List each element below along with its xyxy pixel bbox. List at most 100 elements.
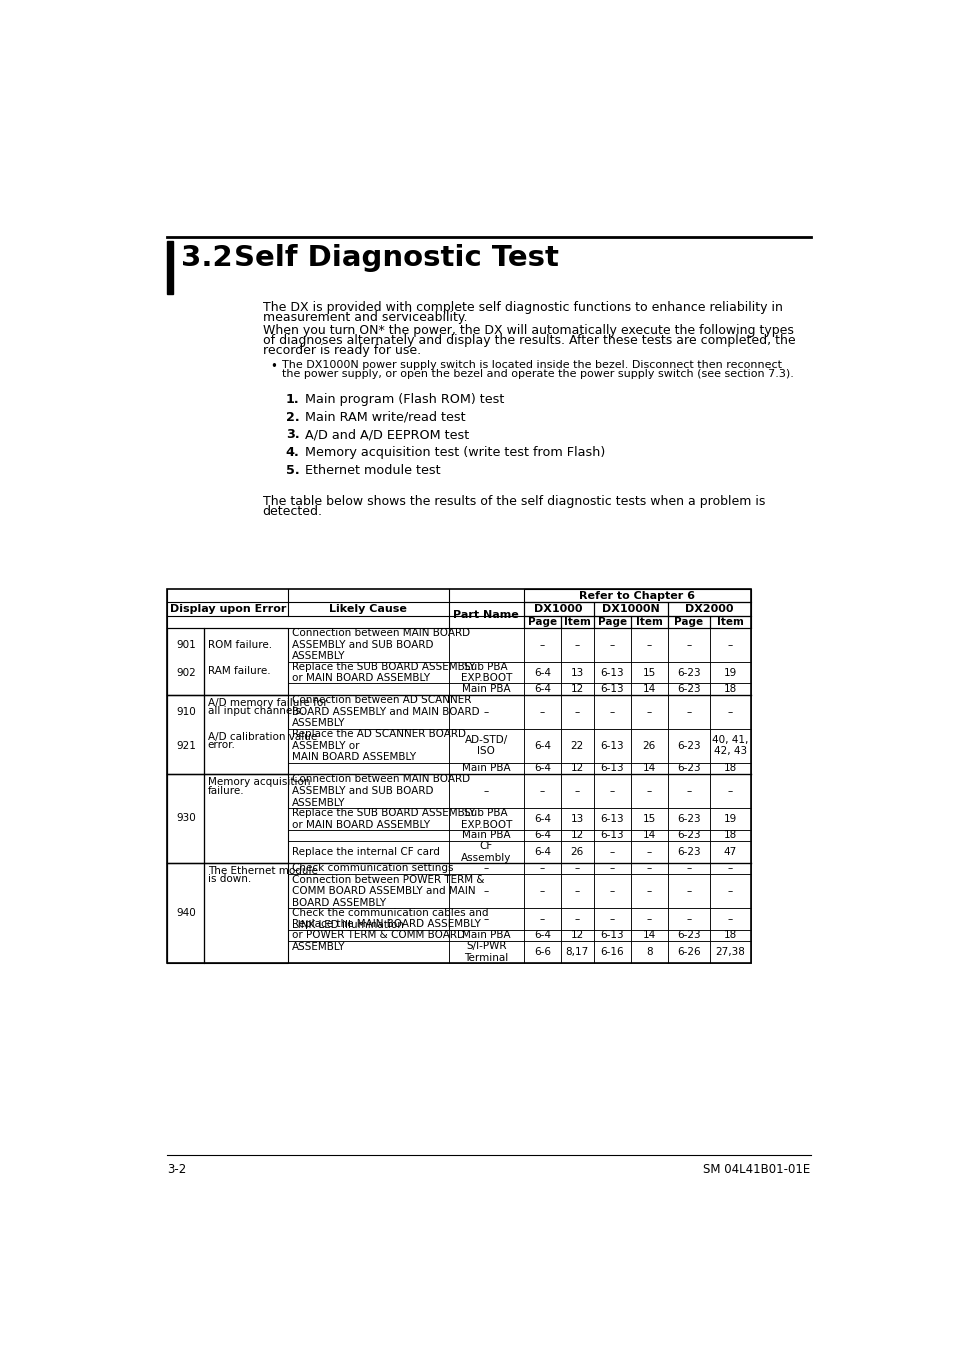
Text: –: – — [727, 640, 732, 649]
Text: 6-23: 6-23 — [677, 930, 700, 941]
Text: –: – — [609, 786, 614, 796]
Text: 6-23: 6-23 — [677, 684, 700, 694]
Bar — [709, 841, 750, 863]
Bar — [630, 841, 667, 863]
Text: –: – — [609, 914, 614, 923]
Text: all input channels.: all input channels. — [208, 706, 303, 717]
Bar — [630, 941, 667, 963]
Text: Page: Page — [674, 617, 702, 626]
Text: 3.: 3. — [286, 428, 299, 441]
Text: The DX1000N power supply switch is located inside the bezel. Disconnect then rec: The DX1000N power supply switch is locat… — [282, 360, 781, 370]
Bar — [448, 930, 523, 941]
Text: 6-13: 6-13 — [599, 684, 623, 694]
Text: 14: 14 — [642, 830, 656, 840]
Bar — [630, 763, 667, 774]
Text: The table below shows the results of the self diagnostic tests when a problem is: The table below shows the results of the… — [262, 494, 764, 508]
Text: Check the communication cables and
LINK LED illumination: Check the communication cables and LINK … — [292, 909, 488, 930]
Bar — [288, 763, 448, 774]
Text: –: – — [727, 864, 732, 873]
Text: of diagnoses alternately and display the results. After these tests are complete: of diagnoses alternately and display the… — [262, 333, 795, 347]
Text: CF
Assembly: CF Assembly — [460, 841, 511, 863]
Bar — [709, 628, 750, 662]
Bar — [560, 763, 593, 774]
Bar — [523, 695, 560, 729]
Text: 26: 26 — [570, 846, 583, 857]
Text: –: – — [539, 864, 544, 873]
Text: –: – — [685, 786, 691, 796]
Bar — [709, 941, 750, 963]
Bar — [593, 909, 630, 930]
Bar — [593, 628, 630, 662]
Text: 6-13: 6-13 — [599, 814, 623, 824]
Bar — [630, 695, 667, 729]
Text: 6-6: 6-6 — [534, 946, 550, 957]
Text: –: – — [609, 707, 614, 717]
Bar — [630, 830, 667, 841]
Text: Ethernet module test: Ethernet module test — [305, 464, 440, 477]
Text: –: – — [609, 864, 614, 873]
Text: 15: 15 — [642, 667, 656, 678]
Bar — [523, 941, 560, 963]
Text: Refer to Chapter 6: Refer to Chapter 6 — [578, 591, 695, 601]
Bar — [593, 729, 630, 763]
Bar — [667, 930, 709, 941]
Bar — [560, 830, 593, 841]
Text: 8: 8 — [645, 946, 652, 957]
Text: 5.: 5. — [286, 464, 299, 477]
Text: 6-4: 6-4 — [534, 846, 550, 857]
Bar — [667, 830, 709, 841]
Bar — [709, 695, 750, 729]
Bar — [667, 683, 709, 695]
Bar — [288, 809, 448, 830]
Text: SM 04L41B01-01E: SM 04L41B01-01E — [702, 1162, 810, 1176]
Text: 40, 41,
42, 43: 40, 41, 42, 43 — [711, 734, 748, 756]
Bar — [667, 602, 750, 616]
Bar — [448, 830, 523, 841]
Text: Display upon Error: Display upon Error — [170, 603, 286, 614]
Text: Connection between MAIN BOARD
ASSEMBLY and SUB BOARD
ASSEMBLY: Connection between MAIN BOARD ASSEMBLY a… — [292, 775, 470, 807]
Text: DX1000N: DX1000N — [601, 603, 659, 614]
Bar — [288, 830, 448, 841]
Bar — [560, 875, 593, 909]
Bar — [593, 683, 630, 695]
Bar — [630, 863, 667, 875]
Text: –: – — [685, 707, 691, 717]
Bar — [523, 729, 560, 763]
Bar — [593, 830, 630, 841]
Text: Item: Item — [716, 617, 743, 626]
Text: 18: 18 — [723, 930, 736, 941]
Text: 15: 15 — [642, 814, 656, 824]
Bar — [288, 695, 448, 729]
Text: 6-4: 6-4 — [534, 684, 550, 694]
Text: 2.: 2. — [286, 410, 299, 424]
Bar — [523, 863, 560, 875]
Bar — [167, 628, 204, 695]
Text: –: – — [646, 786, 651, 796]
Text: –: – — [727, 886, 732, 896]
Text: ROM failure.: ROM failure. — [208, 640, 272, 649]
Text: –: – — [685, 914, 691, 923]
Bar — [560, 662, 593, 683]
Bar — [560, 809, 593, 830]
Bar — [288, 863, 448, 875]
Text: 13: 13 — [570, 814, 583, 824]
Bar — [167, 774, 204, 863]
Bar — [448, 763, 523, 774]
Text: 6-13: 6-13 — [599, 741, 623, 751]
Bar — [448, 729, 523, 763]
Text: detected.: detected. — [262, 505, 322, 517]
Text: AD-STD/
ISO: AD-STD/ ISO — [464, 734, 507, 756]
Text: –: – — [727, 707, 732, 717]
Text: 6-4: 6-4 — [534, 930, 550, 941]
Bar — [630, 875, 667, 909]
Text: When you turn ON* the power, the DX will automatically execute the following typ: When you turn ON* the power, the DX will… — [262, 324, 793, 336]
Bar — [288, 941, 448, 963]
Bar — [709, 863, 750, 875]
Text: 14: 14 — [642, 763, 656, 774]
Text: Page: Page — [527, 617, 557, 626]
Bar — [288, 683, 448, 695]
Bar — [667, 941, 709, 963]
Bar — [630, 616, 667, 628]
Bar — [288, 628, 448, 662]
Bar — [448, 863, 523, 875]
